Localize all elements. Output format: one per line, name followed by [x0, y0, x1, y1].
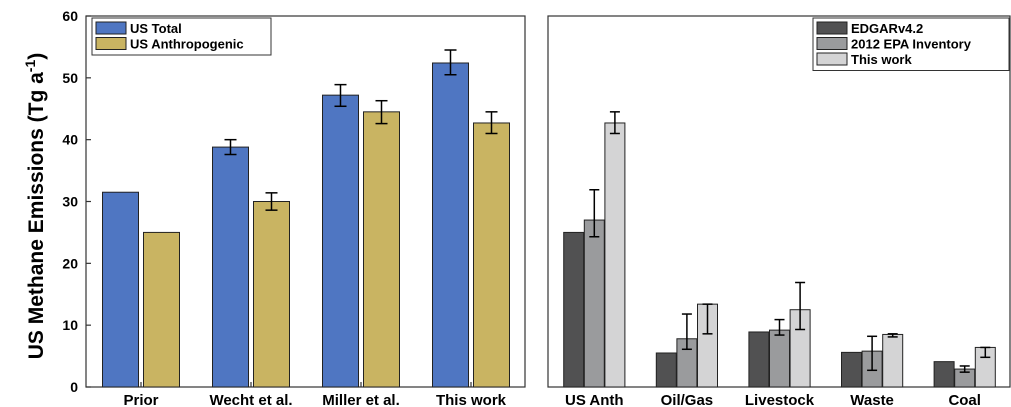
error-bar-2012-epa-inventory-waste [867, 335, 878, 372]
bar-us-total-prior [102, 191, 139, 388]
error-bar-2012-epa-inventory-us-anth [589, 189, 600, 238]
category-label-prior: Prior [123, 392, 158, 407]
bar-us-anthropogenic-prior [143, 231, 180, 388]
error-bar-us-total-wecht-et-al [224, 138, 237, 156]
bar-us-total-wecht-et-al [212, 146, 249, 388]
y-tick-label: 50 [62, 70, 78, 86]
error-bar-us-total-this-work [444, 49, 457, 76]
error-bar-this-work-oil-gas [702, 303, 713, 335]
error-bar-2012-epa-inventory-coal [959, 365, 970, 373]
bar-us-total-this-work [432, 62, 469, 388]
bar-2012-epa-inventory-livestock [769, 329, 790, 388]
error-bar-us-total-miller-et-al [334, 83, 347, 108]
category-label-miller-et-al: Miller et al. [322, 392, 400, 407]
legend-swatch-2012-epa-inventory [816, 37, 848, 50]
right-panel: US Anth Oil/Gas Livestock Waste Coal EDGARv4.… [547, 15, 1011, 407]
y-axis-label-superscript: -1 [22, 60, 38, 73]
error-bar-2012-epa-inventory-livestock [774, 318, 785, 336]
bar-this-work-waste [882, 333, 904, 388]
error-bar-2012-epa-inventory-oil-gas [681, 313, 692, 351]
legend-label-edgarv4-2: EDGARv4.2 [851, 21, 923, 36]
legend-label-2012-epa-inventory: 2012 EPA Inventory [851, 37, 972, 52]
legend-label-this-work: This work [851, 52, 912, 67]
bar-this-work-us-anth [604, 122, 626, 388]
legend-label-us-anthropogenic: US Anthropogenic [130, 37, 244, 52]
bar-us-anthropogenic-miller-et-al [363, 111, 400, 388]
bar-2012-epa-inventory-us-anth [583, 219, 605, 388]
error-bar-this-work-us-anth [609, 111, 620, 135]
category-label-coal: Coal [948, 392, 981, 407]
category-label-this-work: This work [436, 392, 507, 407]
y-tick-label: 40 [62, 132, 78, 148]
category-label-oil-gas: Oil/Gas [661, 392, 714, 407]
legend-swatch-this-work [816, 52, 848, 66]
legend-swatch-edgarv4-2 [816, 21, 848, 35]
error-bar-us-anthropogenic-miller-et-al [375, 99, 388, 125]
y-axis-label-close: ) [25, 53, 48, 60]
error-bar-this-work-waste [887, 333, 898, 338]
y-axis-label: US Methane Emissions (Tg a-1) [22, 53, 48, 360]
error-bar-this-work-coal [980, 346, 991, 359]
y-axis-label-main: US Methane Emissions (Tg a [25, 72, 48, 359]
legend-swatch-us-anthropogenic [95, 37, 127, 50]
legend-label-us-total: US Total [130, 21, 182, 36]
error-bar-this-work-livestock [795, 281, 806, 331]
bar-edgarv4-2-coal [933, 361, 955, 388]
y-tick-label: 10 [62, 317, 78, 333]
y-tick-label: 30 [62, 194, 78, 210]
error-bar-us-anthropogenic-wecht-et-al [265, 192, 278, 211]
bar-us-anthropogenic-wecht-et-al [253, 201, 290, 388]
legend-swatch-us-total [95, 21, 127, 35]
y-tick-label: 20 [62, 255, 78, 271]
bar-edgarv4-2-us-anth [563, 231, 585, 388]
bar-edgarv4-2-waste [841, 351, 862, 388]
bar-edgarv4-2-oil-gas [655, 352, 677, 388]
bar-edgarv4-2-livestock [748, 331, 770, 388]
y-tick-label: 0 [70, 379, 78, 395]
left-panel: 0 10 20 30 40 50 60 Prior Wecht et al. Miller et … [62, 8, 526, 407]
bar-us-total-miller-et-al [322, 94, 359, 388]
category-label-wecht-et-al: Wecht et al. [209, 392, 292, 407]
category-label-waste: Waste [850, 392, 894, 407]
bar-us-anthropogenic-this-work [473, 122, 510, 388]
error-bar-us-anthropogenic-this-work [485, 111, 498, 135]
category-label-us-anth: US Anth [565, 392, 624, 407]
category-label-livestock: Livestock [745, 392, 815, 407]
y-tick-label: 60 [62, 8, 78, 24]
